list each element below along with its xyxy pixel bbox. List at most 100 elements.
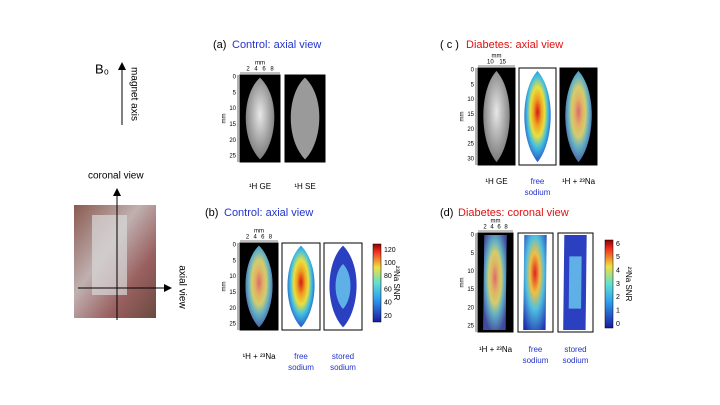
x-tick-label: 4 bbox=[254, 67, 258, 73]
y-tick-label: 10 bbox=[467, 97, 474, 103]
x-tick-label: 10 bbox=[487, 60, 494, 66]
mri-signal bbox=[565, 70, 592, 163]
y-tick-label: 5 bbox=[233, 90, 237, 96]
colorbar-tick-label: 5 bbox=[616, 254, 620, 261]
y-tick-label: 15 bbox=[229, 290, 236, 296]
x-tick-label: 2 bbox=[246, 235, 250, 241]
colorbar-label: ²³Na SNR bbox=[392, 266, 401, 301]
colorbar bbox=[604, 239, 614, 329]
colorbar-tick-label: 0 bbox=[616, 321, 620, 328]
colorbar-tick-label: 20 bbox=[384, 313, 392, 320]
sample-photo-label bbox=[92, 215, 127, 295]
colorbar-tick-label: 2 bbox=[616, 294, 620, 301]
y-tick-label: 20 bbox=[467, 305, 474, 311]
y-tick-label: 5 bbox=[233, 258, 237, 264]
colorbar-tick-label: 40 bbox=[384, 300, 392, 307]
y-tick-label: 25 bbox=[229, 322, 236, 328]
y-tick-label: 10 bbox=[229, 274, 236, 280]
image-label: stored bbox=[332, 352, 354, 361]
mri-signal bbox=[287, 245, 315, 328]
axis-unit: mm bbox=[491, 219, 501, 225]
colorbar-label: ²³Na SNR bbox=[624, 267, 633, 302]
mri-signal bbox=[483, 235, 507, 330]
y-axis-unit: mm bbox=[222, 282, 228, 292]
x-tick-label: 6 bbox=[261, 235, 265, 241]
panel-title: Control: axial view bbox=[224, 207, 313, 219]
image-label: ¹H + ²³Na bbox=[242, 352, 276, 361]
panel-title: Diabetes: coronal view bbox=[458, 207, 569, 219]
colorbar-tick-label: 100 bbox=[384, 260, 396, 267]
x-tick-label: 4 bbox=[490, 225, 494, 231]
x-tick-label: 6 bbox=[497, 225, 501, 231]
mri-signal bbox=[290, 77, 320, 160]
colorbar-tick-label: 80 bbox=[384, 273, 392, 280]
image-label: sodium bbox=[523, 356, 549, 365]
coronal-label: coronal view bbox=[88, 171, 144, 182]
coronal-arrowhead bbox=[113, 188, 121, 196]
colorbar-tick-label: 4 bbox=[616, 268, 620, 275]
mri-signal bbox=[245, 77, 275, 160]
y-tick-label: 25 bbox=[229, 154, 236, 160]
y-tick-label: 5 bbox=[471, 251, 475, 257]
colorbar-tick-label: 60 bbox=[384, 286, 392, 293]
y-tick-label: 20 bbox=[229, 306, 236, 312]
image-label: sodium bbox=[330, 363, 356, 372]
image-label: free bbox=[529, 345, 543, 354]
image-label: free bbox=[294, 352, 308, 361]
y-tick-label: 0 bbox=[233, 75, 237, 81]
x-tick-label: 15 bbox=[499, 60, 506, 66]
panel-letter: (a) bbox=[213, 39, 226, 51]
y-tick-label: 10 bbox=[229, 106, 236, 112]
y-axis-unit: mm bbox=[460, 278, 466, 288]
b0-arrowhead bbox=[118, 62, 126, 70]
panel-letter: (d) bbox=[440, 207, 453, 219]
image-label: ¹H GE bbox=[249, 182, 271, 191]
colorbar-tick-label: 6 bbox=[616, 241, 620, 248]
stored-sodium-core bbox=[568, 256, 582, 309]
y-tick-label: 20 bbox=[467, 127, 474, 133]
image-label: sodium bbox=[525, 188, 551, 197]
x-tick-label: 2 bbox=[246, 67, 250, 73]
colorbar-tick-label: 120 bbox=[384, 247, 396, 254]
magnet-axis-label: magnet axis bbox=[128, 67, 139, 121]
b0-label: B₀ bbox=[95, 61, 109, 76]
x-tick-label: 6 bbox=[262, 67, 266, 73]
axis-unit: mm bbox=[255, 61, 265, 67]
y-tick-label: 15 bbox=[467, 287, 474, 293]
y-tick-label: 5 bbox=[471, 82, 475, 88]
image-label: stored bbox=[564, 345, 586, 354]
y-tick-label: 15 bbox=[467, 112, 474, 118]
y-tick-label: 20 bbox=[229, 138, 236, 144]
x-tick-label: 2 bbox=[483, 225, 487, 231]
image-label: ¹H SE bbox=[294, 182, 315, 191]
image-label: sodium bbox=[563, 356, 589, 365]
image-label: ¹H + ²³Na bbox=[562, 177, 596, 186]
colorbar-tick-label: 1 bbox=[616, 308, 620, 315]
x-tick-label: 8 bbox=[269, 235, 273, 241]
stored-sodium-core bbox=[335, 264, 351, 309]
image-label: ¹H GE bbox=[485, 177, 507, 186]
colorbar-tick-label: 3 bbox=[616, 281, 620, 288]
panel-title: Control: axial view bbox=[232, 39, 321, 51]
panel-letter: (b) bbox=[205, 207, 218, 219]
x-tick-label: 8 bbox=[504, 225, 508, 231]
axial-arrowhead bbox=[164, 284, 172, 292]
y-tick-label: 0 bbox=[471, 68, 475, 74]
panel-title: Diabetes: axial view bbox=[466, 39, 563, 51]
image-label: sodium bbox=[288, 363, 314, 372]
y-tick-label: 15 bbox=[229, 122, 236, 128]
mri-signal bbox=[524, 70, 551, 163]
y-tick-label: 10 bbox=[467, 269, 474, 275]
mri-signal bbox=[245, 245, 273, 328]
y-tick-label: 0 bbox=[471, 233, 475, 239]
y-tick-label: 0 bbox=[233, 243, 237, 249]
y-axis-unit: mm bbox=[222, 114, 228, 124]
colorbar bbox=[372, 243, 382, 323]
panel-letter: ( c ) bbox=[440, 39, 459, 51]
axis-unit: mm bbox=[254, 229, 264, 235]
image-label: ¹H + ²³Na bbox=[479, 345, 513, 354]
mri-signal bbox=[483, 70, 510, 163]
x-tick-label: 4 bbox=[254, 235, 258, 241]
